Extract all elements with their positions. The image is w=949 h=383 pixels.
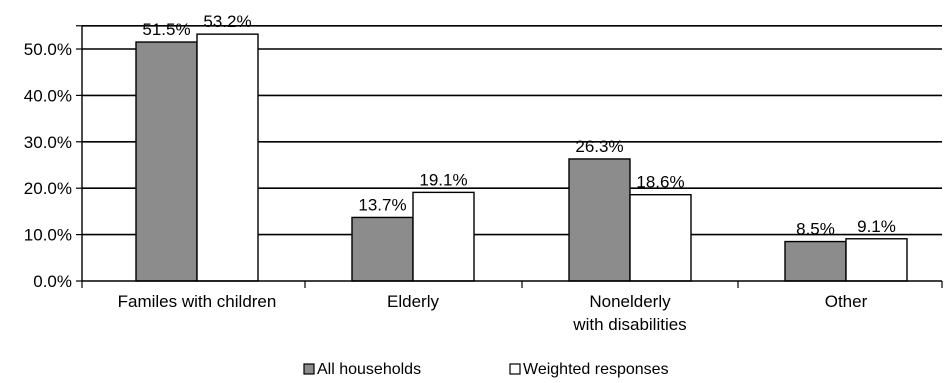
legend-swatch xyxy=(509,363,521,375)
legend-swatch xyxy=(303,363,315,375)
data-label: 8.5% xyxy=(796,220,835,239)
bar xyxy=(629,193,692,282)
bars xyxy=(135,33,908,282)
bar xyxy=(568,158,631,282)
data-label: 18.6% xyxy=(636,173,684,192)
x-category-label: Elderly xyxy=(387,292,439,311)
data-labels: 51.5% 13.7% 26.3% 8.5% 53.2% 19.1% 18.6% 9.1% xyxy=(142,12,895,238)
bar xyxy=(845,238,908,282)
x-category-label: Nonelderly xyxy=(589,292,671,311)
bar xyxy=(196,33,259,282)
x-category-label: with disabilities xyxy=(572,315,686,334)
data-label: 53.2% xyxy=(203,12,251,31)
data-label: 51.5% xyxy=(142,20,190,39)
data-label: 9.1% xyxy=(857,217,896,236)
y-tick-label: 10.0% xyxy=(24,226,72,245)
y-tick-label: 40.0% xyxy=(24,86,72,105)
bar xyxy=(784,240,847,282)
legend: All households Weighted responses xyxy=(303,361,669,378)
bar xyxy=(412,191,475,282)
y-tick-label: 50.0% xyxy=(24,40,72,59)
legend-label: All households xyxy=(317,361,421,378)
y-tick-label: 20.0% xyxy=(24,179,72,198)
legend-label: Weighted responses xyxy=(523,361,669,378)
x-category-label: Familes with children xyxy=(118,292,277,311)
data-label: 13.7% xyxy=(358,195,406,214)
bar xyxy=(351,216,414,282)
data-label: 26.3% xyxy=(575,137,623,156)
y-axis: 0.0% 10.0% 20.0% 30.0% 40.0% 50.0% xyxy=(24,25,83,291)
bar xyxy=(135,41,198,282)
data-label: 19.1% xyxy=(419,170,467,189)
x-category-label: Other xyxy=(825,292,868,311)
y-tick-label: 0.0% xyxy=(33,272,72,291)
x-axis: Familes with children Elderly Nonelderly wi… xyxy=(81,280,943,334)
y-tick-label: 30.0% xyxy=(24,133,72,152)
